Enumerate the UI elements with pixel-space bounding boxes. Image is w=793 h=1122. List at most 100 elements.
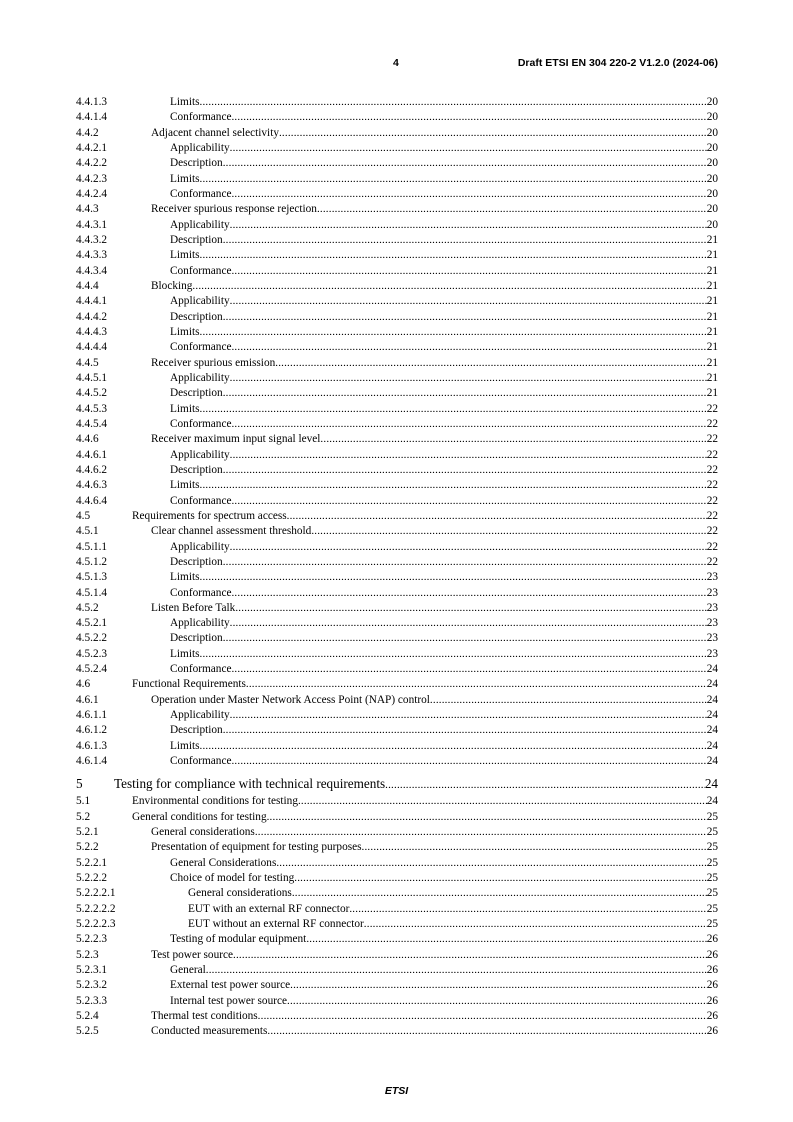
toc-entry[interactable]: 4.5.1.3 Limits 23	[76, 570, 718, 585]
toc-entry-title[interactable]: Limits	[170, 647, 200, 660]
toc-entry[interactable]: 4.4.1.4 Conformance 20	[76, 110, 718, 125]
toc-entry-page[interactable]: 24	[706, 709, 718, 722]
toc-entry-page[interactable]: 26	[706, 933, 718, 946]
toc-entry[interactable]: 4.4.2.4 Conformance 20	[76, 187, 718, 202]
toc-entry-page[interactable]: 21	[706, 356, 718, 369]
toc-entry-page[interactable]: 26	[706, 1010, 718, 1023]
toc-entry-title[interactable]: Clear channel assessment threshold	[151, 525, 312, 538]
toc-entry-page[interactable]: 22	[706, 463, 718, 476]
toc-entry-page[interactable]: 21	[706, 387, 718, 400]
toc-entry-title[interactable]: Conformance	[170, 341, 232, 354]
toc-entry[interactable]: 4.4.3 Receiver spurious response rejectio…	[76, 202, 718, 217]
toc-entry[interactable]: 4.5.1.1 Applicability 22	[76, 540, 718, 555]
toc-entry-title[interactable]: Environmental conditions for testing	[132, 795, 298, 808]
toc-entry-title[interactable]: Conformance	[170, 264, 232, 277]
toc-entry[interactable]: 5.1 Environmental conditions for testing 2…	[76, 794, 718, 809]
toc-entry-title[interactable]: Limits	[170, 739, 200, 752]
toc-entry-title[interactable]: Description	[170, 157, 223, 170]
toc-entry[interactable]: 4.4.2 Adjacent channel selectivity 20	[76, 126, 718, 141]
toc-entry-page[interactable]: 20	[706, 111, 718, 124]
toc-entry-title[interactable]: Description	[170, 463, 223, 476]
toc-entry[interactable]: 4.4.4 Blocking 21	[76, 279, 718, 294]
toc-entry[interactable]: 4.4.4.1 Applicability 21	[76, 294, 718, 309]
toc-entry-title[interactable]: Limits	[170, 96, 200, 108]
toc-entry-title[interactable]: Listen Before Talk	[151, 601, 236, 614]
toc-entry-title[interactable]: Applicability	[170, 448, 230, 461]
toc-entry[interactable]: 5.2 General conditions for testing 25	[76, 810, 718, 825]
toc-entry[interactable]: 4.5.2.3 Limits 23	[76, 647, 718, 662]
toc-entry-page[interactable]: 21	[706, 295, 718, 308]
toc-entry-title[interactable]: Description	[170, 632, 223, 645]
toc-entry[interactable]: 4.5 Requirements for spectrum access 22	[76, 509, 718, 524]
toc-entry[interactable]: 4.5.2.2 Description 23	[76, 631, 718, 646]
toc-entry-page[interactable]: 21	[706, 264, 718, 277]
toc-entry[interactable]: 5.2.2.3 Testing of modular equipment 26	[76, 932, 718, 947]
toc-entry[interactable]: 4.4.3.1 Applicability 20	[76, 218, 718, 233]
toc-entry[interactable]: 4.4.6.3 Limits 22	[76, 478, 718, 493]
toc-entry-title[interactable]: Testing of modular equipment	[170, 933, 307, 946]
toc-entry[interactable]: 4.4.3.4 Conformance 21	[76, 264, 718, 279]
toc-entry-title[interactable]: Description	[170, 387, 223, 400]
toc-entry-title[interactable]: Applicability	[170, 141, 230, 154]
toc-entry-page[interactable]: 22	[706, 448, 718, 461]
toc-entry-page[interactable]: 22	[706, 555, 718, 568]
toc-entry[interactable]: 4.4.5 Receiver spurious emission 21	[76, 356, 718, 371]
toc-entry-title[interactable]: Testing for compliance with technical re…	[114, 776, 386, 792]
toc-entry-page[interactable]: 24	[706, 739, 718, 752]
toc-entry-title[interactable]: Conducted measurements	[151, 1025, 268, 1038]
toc-entry-title[interactable]: Internal test power source	[170, 994, 288, 1007]
toc-entry-title[interactable]: Conformance	[170, 111, 232, 124]
toc-entry-title[interactable]: Conformance	[170, 494, 232, 507]
toc-entry-page[interactable]: 26	[706, 994, 718, 1007]
toc-entry[interactable]: 4.5.2.1 Applicability 23	[76, 616, 718, 631]
toc-entry-page[interactable]: 23	[706, 571, 718, 584]
toc-entry-page[interactable]: 24	[706, 724, 718, 737]
toc-entry-page[interactable]: 23	[706, 601, 718, 614]
toc-entry-page[interactable]: 26	[706, 1025, 718, 1038]
toc-entry[interactable]: 4.4.5.2 Description 21	[76, 386, 718, 401]
toc-entry[interactable]: 4.6.1.3 Limits 24	[76, 739, 718, 754]
toc-entry-page[interactable]: 22	[706, 540, 718, 553]
toc-entry-page[interactable]: 25	[706, 887, 718, 900]
toc-entry-title[interactable]: Functional Requirements	[132, 678, 246, 691]
toc-entry-page[interactable]: 25	[706, 902, 718, 915]
toc-entry-title[interactable]: EUT without an external RF connector	[188, 918, 364, 931]
toc-entry-page[interactable]: 26	[706, 979, 718, 992]
toc-entry-title[interactable]: Limits	[170, 249, 200, 262]
toc-entry[interactable]: 5.2.2.2.2 EUT with an external RF connect…	[76, 902, 718, 917]
toc-entry[interactable]: 5.2.2.1 General Considerations 25	[76, 856, 718, 871]
toc-entry-page[interactable]: 21	[706, 249, 718, 262]
toc-entry-page[interactable]: 21	[706, 310, 718, 323]
toc-entry-title[interactable]: Receiver spurious emission	[151, 356, 276, 369]
toc-entry-title[interactable]: General	[170, 964, 206, 977]
toc-entry[interactable]: 4.4.6.1 Applicability 22	[76, 448, 718, 463]
toc-entry[interactable]: 4.4.5.1 Applicability 21	[76, 371, 718, 386]
toc-entry[interactable]: 4.4.1.3 Limits 20	[76, 95, 718, 110]
toc-entry-title[interactable]: Applicability	[170, 218, 230, 231]
toc-entry-page[interactable]: 21	[706, 233, 718, 246]
toc-entry-page[interactable]: 20	[706, 187, 718, 200]
toc-entry[interactable]: 5.2.1 General considerations 25	[76, 825, 718, 840]
toc-entry[interactable]: 4.4.2.3 Limits 20	[76, 172, 718, 187]
toc-entry-page[interactable]: 21	[706, 279, 718, 292]
toc-entry-page[interactable]: 25	[706, 810, 718, 823]
toc-entry[interactable]: 5.2.3.1 General 26	[76, 963, 718, 978]
toc-entry-title[interactable]: Presentation of equipment for testing pu…	[151, 841, 362, 854]
toc-entry[interactable]: 4.4.6.2 Description 22	[76, 463, 718, 478]
toc-entry[interactable]: 5.2.2.2 Choice of model for testing 25	[76, 871, 718, 886]
toc-entry-page[interactable]: 25	[706, 872, 718, 885]
toc-entry-page[interactable]: 20	[706, 96, 718, 108]
toc-entry-page[interactable]: 25	[706, 826, 718, 839]
toc-entry[interactable]: 4.5.1 Clear channel assessment threshold 2…	[76, 524, 718, 539]
toc-entry[interactable]: 5.2.5 Conducted measurements 26	[76, 1024, 718, 1039]
toc-entry-page[interactable]: 20	[706, 203, 718, 216]
toc-entry-page[interactable]: 22	[706, 417, 718, 430]
toc-entry-page[interactable]: 25	[706, 856, 718, 869]
toc-entry-title[interactable]: Thermal test conditions	[151, 1010, 258, 1023]
toc-entry-page[interactable]: 22	[706, 494, 718, 507]
toc-entry-page[interactable]: 26	[706, 964, 718, 977]
toc-entry[interactable]: 4.6 Functional Requirements 24	[76, 677, 718, 692]
toc-entry-title[interactable]: Operation under Master Network Access Po…	[151, 693, 430, 706]
toc-entry[interactable]: 4.5.1.4 Conformance 23	[76, 586, 718, 601]
toc-entry-page[interactable]: 24	[706, 678, 718, 691]
